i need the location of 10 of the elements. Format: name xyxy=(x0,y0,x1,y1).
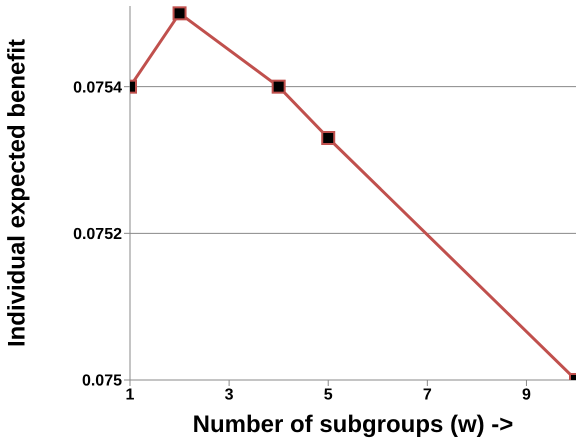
y-tick-label: 0.075 xyxy=(82,372,122,390)
x-tick-label: 1 xyxy=(126,386,135,404)
x-tick-label: 5 xyxy=(324,386,333,404)
x-tick-label: 9 xyxy=(522,386,531,404)
y-axis-title: Individual expected benefit xyxy=(4,38,31,348)
x-axis-title: Number of subgroups (w) -> xyxy=(192,411,514,438)
x-tick-label: 3 xyxy=(224,386,234,404)
x-tick-label: 7 xyxy=(422,386,432,404)
y-tick-label: 0.0754 xyxy=(73,79,122,96)
y-tick-label: 0.0752 xyxy=(73,226,122,244)
